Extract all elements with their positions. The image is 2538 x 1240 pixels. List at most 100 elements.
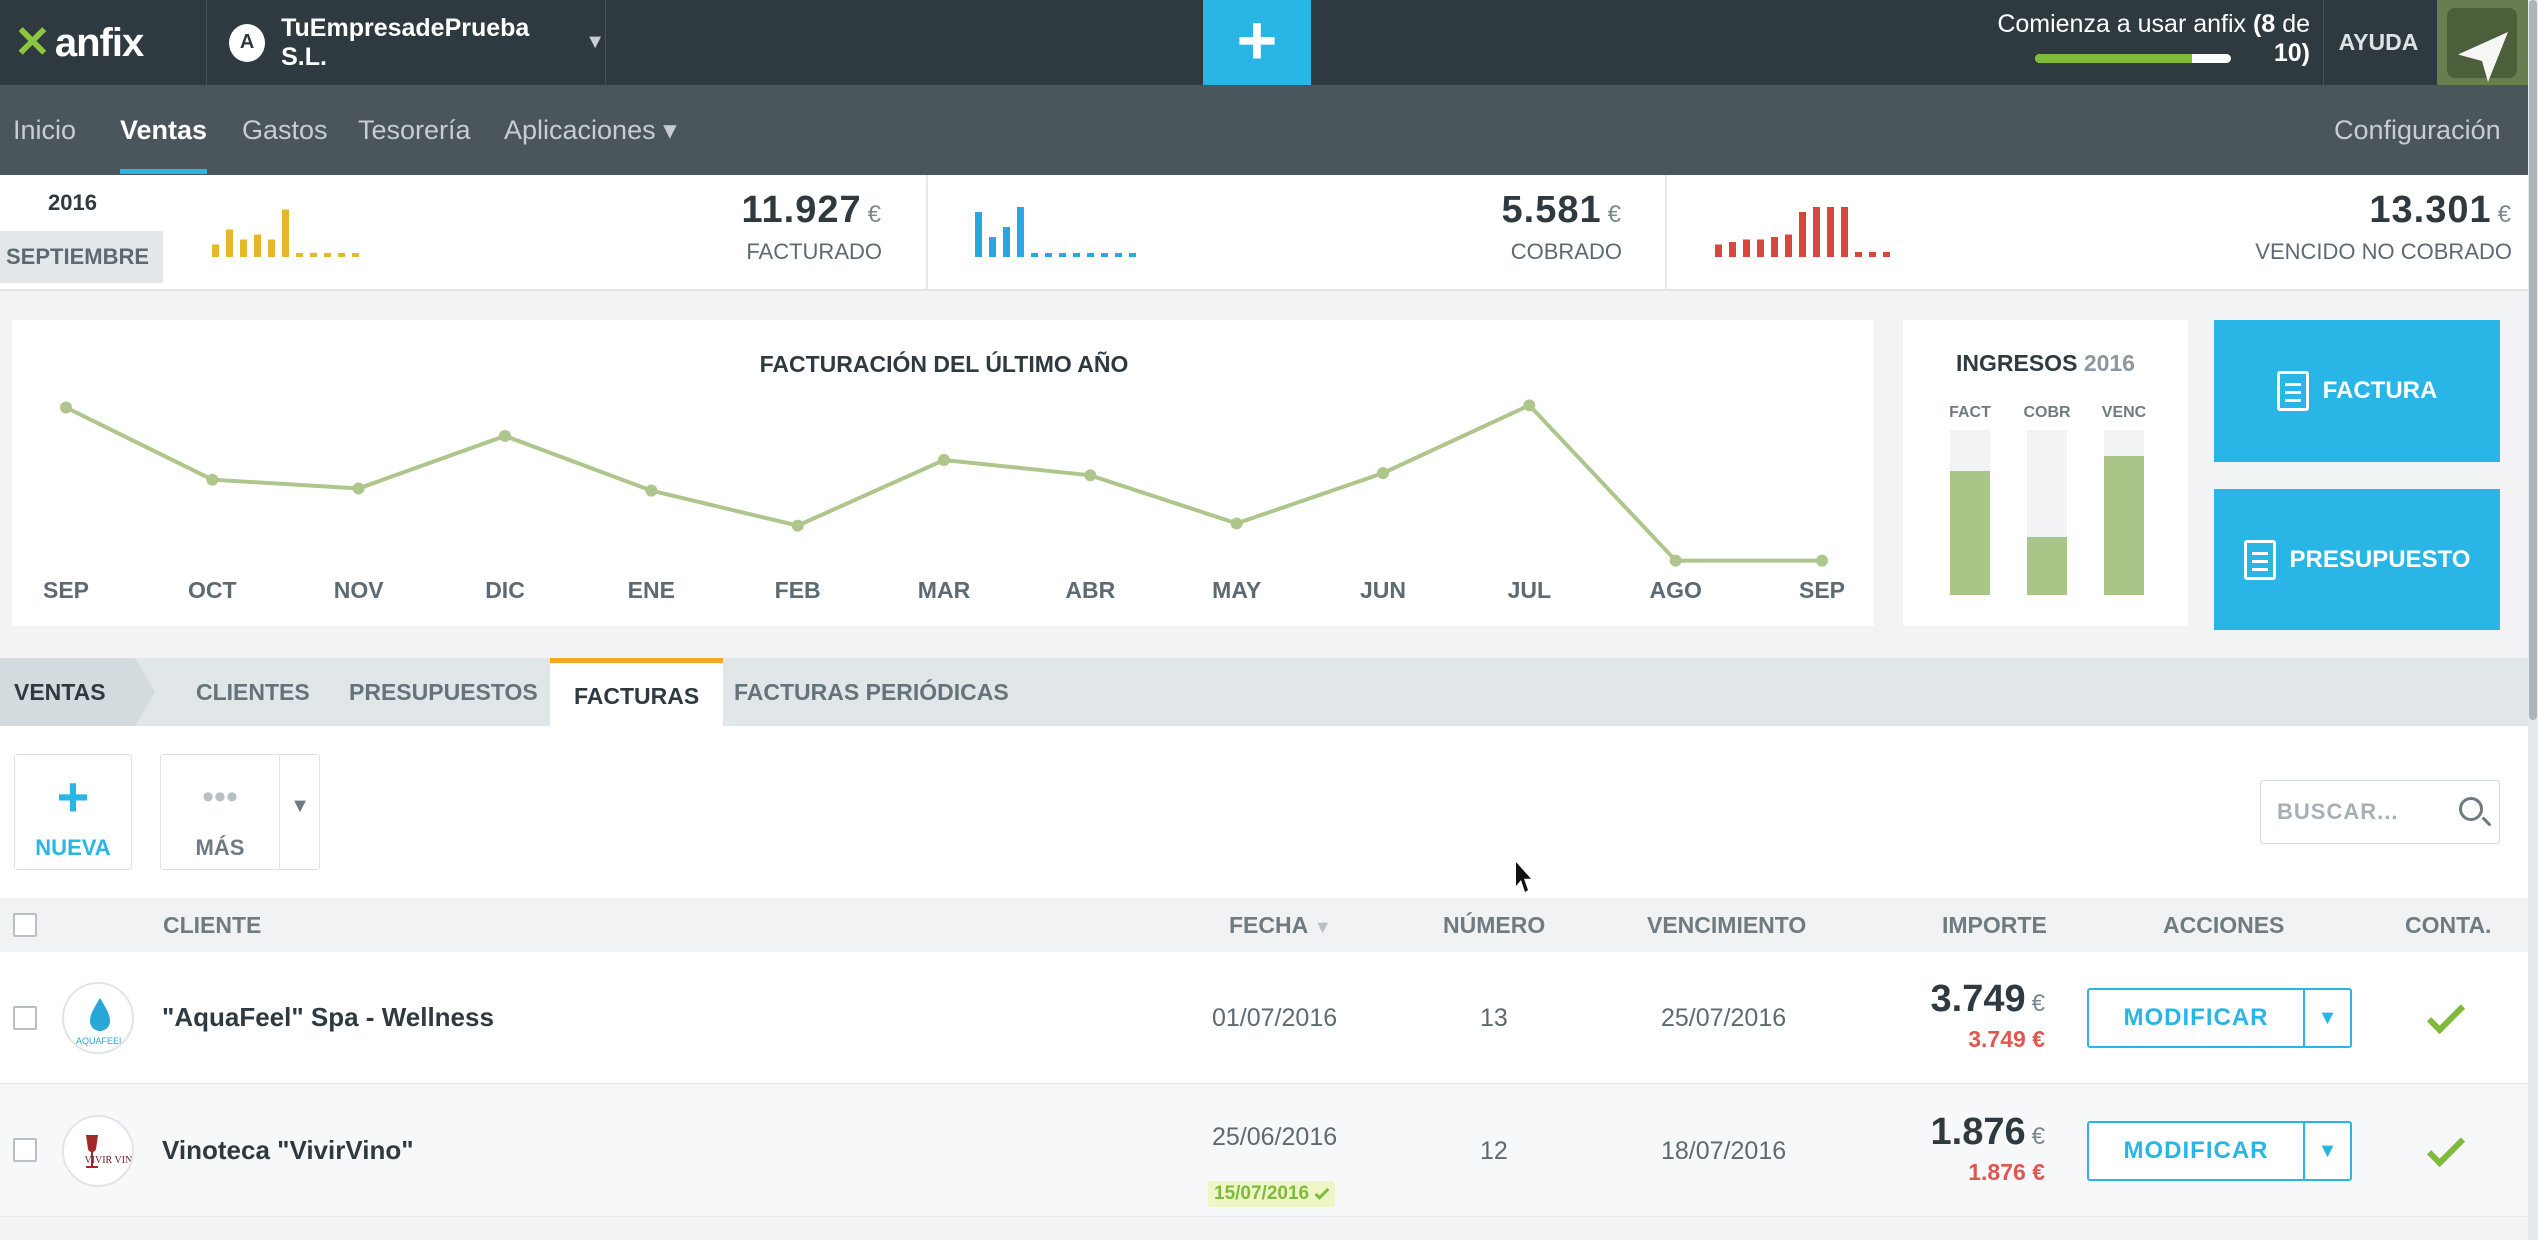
x-tick-label: NOV bbox=[334, 577, 385, 603]
x-tick-label: JUL bbox=[1508, 577, 1551, 603]
data-point[interactable] bbox=[645, 484, 658, 497]
nav-item-gastos[interactable]: Gastos bbox=[242, 115, 328, 145]
sales-tabs: VENTAS CLIENTES PRESUPUESTOS FACTURAS FA… bbox=[0, 658, 2528, 726]
invoice-date: 25/06/2016 bbox=[1212, 1123, 1338, 1151]
data-point[interactable] bbox=[499, 429, 511, 442]
modify-label[interactable]: MODIFICAR bbox=[2123, 1004, 2269, 1031]
nav-item-inicio[interactable]: Inicio bbox=[13, 115, 77, 145]
company-badge: A bbox=[229, 23, 266, 62]
mini-bar bbox=[226, 229, 233, 257]
search-icon[interactable] bbox=[2459, 797, 2483, 821]
logo-x-icon: ✕ bbox=[14, 18, 51, 67]
client-name[interactable]: Vinoteca "VivirVino" bbox=[162, 1135, 414, 1165]
mini-bar bbox=[240, 239, 247, 257]
company-name: TuEmpresadePrueba S.L. bbox=[281, 13, 530, 71]
nav-item-tesoreria[interactable]: Tesorería bbox=[358, 115, 471, 145]
client-name[interactable]: "AquaFeel" Spa - Wellness bbox=[162, 1002, 494, 1032]
income-bar-cobr[interactable] bbox=[2027, 537, 2067, 595]
quick-add-button[interactable]: + bbox=[1203, 0, 1311, 85]
table-row[interactable]: AQUAFEEL "AquaFeel" Spa - Wellness 01/07… bbox=[0, 952, 2528, 1084]
x-tick-label: ABR bbox=[1065, 577, 1115, 603]
data-point[interactable] bbox=[1230, 517, 1243, 530]
modify-label[interactable]: MODIFICAR bbox=[2123, 1137, 2269, 1164]
data-point[interactable] bbox=[352, 482, 365, 495]
income-bar-fact[interactable] bbox=[1950, 471, 1990, 595]
new-quote-button[interactable]: PRESUPUESTO bbox=[2214, 489, 2500, 630]
mini-bar bbox=[352, 253, 359, 257]
help-link[interactable]: AYUDA bbox=[2323, 0, 2433, 85]
avatar-photo bbox=[2447, 8, 2517, 78]
pending-amount: 3.749 € bbox=[1968, 1026, 2045, 1052]
col-client[interactable]: CLIENTE bbox=[163, 912, 262, 938]
data-point[interactable] bbox=[60, 401, 72, 414]
client-logo: AQUAFEEL bbox=[62, 982, 134, 1054]
logo-text: anfix bbox=[54, 20, 144, 65]
scrollbar-thumb[interactable] bbox=[2529, 0, 2537, 720]
new-invoice-button[interactable]: FACTURA bbox=[2214, 320, 2500, 462]
new-label: NUEVA bbox=[35, 835, 111, 860]
kpi-year[interactable]: 2016 bbox=[48, 190, 97, 215]
mini-bar bbox=[1855, 252, 1862, 257]
row-checkbox[interactable] bbox=[13, 1138, 37, 1162]
table-header: CLIENTE FECHA ▼ NÚMERO VENCIMIENTO IMPOR… bbox=[0, 898, 2528, 952]
data-point[interactable] bbox=[1084, 469, 1097, 482]
income-bar-venc[interactable] bbox=[2104, 456, 2144, 595]
facturado-value: 11.927 € bbox=[741, 189, 882, 231]
kpi-month[interactable]: SEPTIEMBRE bbox=[0, 231, 163, 283]
company-selector[interactable]: A TuEmpresadePrueba S.L. ▼ bbox=[206, 0, 606, 85]
data-point[interactable] bbox=[206, 473, 219, 486]
nav-item-aplicaciones[interactable]: Aplicaciones ▾ bbox=[504, 115, 677, 145]
vivirvino-logo-icon: VIVIR VINO bbox=[84, 1135, 132, 1168]
more-divider bbox=[279, 755, 280, 869]
data-point[interactable] bbox=[938, 454, 950, 466]
accounted-check-icon bbox=[2426, 995, 2466, 1035]
nav-item-ventas[interactable]: Ventas bbox=[120, 115, 208, 145]
new-invoice-tool-button[interactable]: + NUEVA bbox=[14, 754, 132, 870]
cobrado-label: COBRADO bbox=[1510, 239, 1622, 264]
x-tick-label: SEP bbox=[43, 577, 89, 603]
quote-icon bbox=[2243, 539, 2276, 580]
x-tick-label: AGO bbox=[1649, 577, 1701, 603]
modify-divider bbox=[2303, 990, 2305, 1046]
modify-button[interactable]: MODIFICAR ▼ bbox=[2087, 988, 2352, 1048]
caret-down-icon[interactable]: ▼ bbox=[2317, 1007, 2338, 1029]
data-point[interactable] bbox=[1816, 554, 1828, 567]
paid-check-icon bbox=[1314, 1185, 1330, 1200]
more-actions-button[interactable]: ••• MÁS ▼ bbox=[160, 754, 320, 870]
col-accounting[interactable]: CONTA. bbox=[2405, 912, 2492, 938]
tab-clientes[interactable]: CLIENTES bbox=[196, 679, 310, 705]
tab-presupuestos[interactable]: PRESUPUESTOS bbox=[349, 679, 538, 705]
col-number[interactable]: NÚMERO bbox=[1443, 912, 1546, 938]
more-caret-icon[interactable]: ▼ bbox=[290, 795, 310, 817]
invoice-date: 01/07/2016 bbox=[1212, 1004, 1338, 1032]
anfix-logo[interactable]: ✕ anfix bbox=[14, 18, 144, 67]
income-title: INGRESOS 2016 bbox=[1956, 350, 2135, 376]
col-due[interactable]: VENCIMIENTO bbox=[1647, 912, 1807, 938]
data-point[interactable] bbox=[1523, 399, 1536, 412]
pending-amount: 1.876 € bbox=[1968, 1159, 2045, 1185]
col-amount[interactable]: IMPORTE bbox=[1942, 912, 2047, 938]
data-point[interactable] bbox=[1377, 467, 1389, 480]
income-bar-track bbox=[2104, 430, 2144, 595]
tab-facturas-periodicas[interactable]: FACTURAS PERIÓDICAS bbox=[734, 679, 1009, 705]
onboarding-progress[interactable]: Comienza a usar anfix (8 de 10) bbox=[1955, 10, 2310, 68]
caret-down-icon[interactable]: ▼ bbox=[2317, 1140, 2338, 1162]
kpi-divider bbox=[926, 175, 928, 291]
invoice-number: 13 bbox=[1480, 1004, 1508, 1032]
x-tick-label: SEP bbox=[1799, 577, 1845, 603]
table-row[interactable]: VIVIR VINO Vinoteca "VivirVino" 25/06/20… bbox=[0, 1085, 2528, 1217]
modify-button[interactable]: MODIFICAR ▼ bbox=[2087, 1121, 2352, 1181]
income-card: INGRESOS 2016 FACT COBR VENC bbox=[1903, 320, 2188, 626]
data-point[interactable] bbox=[791, 519, 804, 532]
search-box bbox=[2260, 780, 2500, 844]
nav-item-configuracion[interactable]: Configuración bbox=[2334, 115, 2501, 145]
row-checkbox[interactable] bbox=[13, 1006, 37, 1030]
tab-facturas[interactable]: FACTURAS bbox=[550, 658, 724, 726]
data-point[interactable] bbox=[1669, 554, 1682, 567]
col-date[interactable]: FECHA ▼ bbox=[1229, 912, 1332, 938]
income-bar-track bbox=[2027, 430, 2067, 595]
mini-bar bbox=[1101, 253, 1108, 257]
search-input[interactable] bbox=[2275, 781, 2445, 843]
breadcrumb-ventas[interactable]: VENTAS bbox=[0, 658, 155, 726]
select-all-checkbox[interactable] bbox=[13, 913, 37, 937]
